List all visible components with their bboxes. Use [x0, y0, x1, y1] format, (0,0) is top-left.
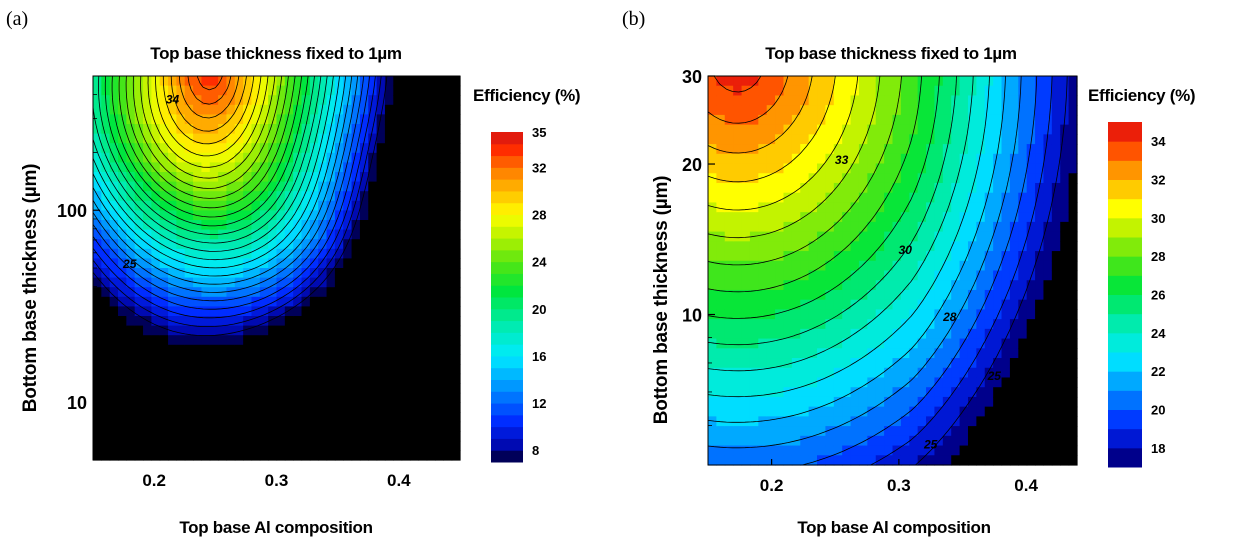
colorbar-segment — [491, 273, 523, 286]
colorbar-segment — [1108, 237, 1142, 257]
colorbar-segment — [1108, 313, 1142, 334]
y-tick-label: 30 — [682, 67, 702, 87]
colorbar-tick-label: 28 — [532, 208, 546, 223]
colorbar-segment — [491, 332, 523, 345]
x-tick-label: 0.2 — [760, 476, 784, 495]
y-tick-label: 10 — [682, 306, 702, 326]
colorbar-tick-label: 24 — [532, 255, 547, 270]
chart-b-svg: 0.2 0.3 0.4 10 20 30 33 30 28 25 25 18 20 22 24 26 28 30 3… — [682, 67, 1166, 495]
colorbar-segment — [491, 202, 523, 215]
x-tick-label: 0.3 — [265, 471, 289, 490]
colorbar-tick-label: 24 — [1151, 326, 1166, 341]
colorbar-segment — [1108, 371, 1142, 391]
colorbar-segment — [491, 238, 523, 251]
chart-title: Top base thickness fixed to 1µm — [765, 44, 1017, 63]
colorbar-tick-label: 22 — [1151, 364, 1165, 379]
colorbar-tick-label: 32 — [532, 160, 546, 175]
colorbar-segment — [491, 426, 523, 439]
y-tick-label: 20 — [682, 155, 702, 175]
contour-lines — [92, 75, 388, 336]
colorbar-tick-label: 8 — [532, 443, 539, 458]
colorbar-segment — [491, 403, 523, 416]
y-tick-label: 10 — [67, 393, 87, 413]
colorbar-segment — [491, 155, 523, 168]
colorbar-title: Efficiency (%) — [473, 86, 581, 105]
chart-a-svg: 0.2 0.3 0.4 10 100 34 25 20 8 12 16 20 24 28 32 35 — [57, 75, 547, 490]
colorbar-segment — [491, 143, 523, 157]
colorbar-tick-label: 12 — [532, 396, 546, 411]
panel-b: (b) Top base thickness fixed to 1µm Bott… — [616, 0, 1232, 543]
colorbar-segment — [491, 226, 523, 239]
colorbar-segment — [1108, 275, 1142, 295]
colorbar-segment — [491, 450, 523, 463]
plot-frame — [707, 75, 1078, 466]
colorbar-tick-label: 28 — [1151, 249, 1165, 264]
colorbar-segment — [491, 414, 523, 428]
colorbar-segment — [491, 367, 523, 380]
colorbar-segment — [1108, 179, 1142, 200]
contour-label: 25 — [122, 257, 137, 271]
colorbar-tick-label: 32 — [1151, 173, 1165, 188]
heatmap-field — [708, 76, 1078, 466]
colorbar-segment — [491, 214, 523, 227]
colorbar-segment — [491, 320, 523, 333]
x-axis-label: Top base Al composition — [179, 518, 373, 537]
contour-lines — [707, 75, 1068, 466]
contour-label: 20 — [422, 387, 437, 401]
colorbar-tick-label: 18 — [1151, 441, 1165, 456]
colorbar-segment — [491, 132, 523, 145]
colorbar-tick-label: 20 — [1151, 403, 1165, 418]
colorbar-segment — [491, 285, 523, 298]
colorbar-segment — [491, 190, 523, 204]
colorbar-tick-label: 35 — [532, 125, 546, 140]
colorbar-segment — [1108, 428, 1142, 449]
colorbar-segment — [491, 355, 523, 369]
x-tick-label: 0.2 — [142, 471, 166, 490]
x-axis-label: Top base Al composition — [797, 518, 991, 537]
colorbar-segment — [1108, 141, 1142, 161]
colorbar-tick-label: 34 — [1151, 134, 1166, 149]
colorbar-tick-label: 30 — [1151, 211, 1165, 226]
colorbar-tick-label: 20 — [532, 302, 546, 317]
x-tick-label: 0.4 — [387, 471, 411, 490]
colorbar-segment — [1108, 256, 1142, 276]
contour-label: 25 — [987, 369, 1002, 383]
contour-label: 34 — [166, 92, 180, 106]
colorbar-segment — [1108, 390, 1142, 410]
panel-a: (a) Top base thickness fixed to 1µm Bott… — [0, 0, 616, 543]
colorbar-segment — [1108, 332, 1142, 353]
x-tick-label: 0.3 — [887, 476, 911, 495]
colorbar-segment — [1108, 217, 1142, 238]
chart-title: Top base thickness fixed to 1µm — [150, 44, 402, 63]
colorbar-segment — [1108, 294, 1142, 315]
colorbar-segment — [491, 261, 523, 274]
colorbar-segment — [491, 297, 523, 310]
colorbar-segment — [1108, 352, 1142, 372]
contour-label: 25 — [923, 437, 938, 451]
contour-label: 33 — [835, 153, 849, 167]
y-tick-label: 100 — [57, 201, 87, 221]
colorbar-segment — [1108, 122, 1142, 142]
colorbar-segment — [1108, 160, 1142, 180]
colorbar-segment — [491, 379, 523, 392]
colorbar-segment — [491, 249, 523, 263]
panel-label: (b) — [622, 8, 646, 30]
colorbar-segment — [491, 179, 523, 192]
panel-label: (a) — [6, 8, 29, 30]
colorbar-segment — [491, 344, 523, 357]
x-tick-label: 0.4 — [1014, 476, 1038, 495]
colorbar-segment — [1108, 447, 1142, 468]
contour-label: 30 — [899, 243, 913, 257]
colorbar-tick-label: 16 — [532, 349, 546, 364]
heatmap-field — [93, 76, 461, 461]
colorbar-segment — [491, 391, 523, 404]
contour-label: 28 — [942, 310, 957, 324]
colorbar-segment — [491, 167, 523, 180]
colorbar-segment — [1108, 409, 1142, 430]
colorbar-segment — [491, 308, 523, 322]
colorbar-segment — [491, 438, 523, 451]
colorbar-segment — [1108, 198, 1142, 219]
colorbar-tick-label: 26 — [1151, 288, 1165, 303]
colorbar-title: Efficiency (%) — [1088, 86, 1196, 105]
